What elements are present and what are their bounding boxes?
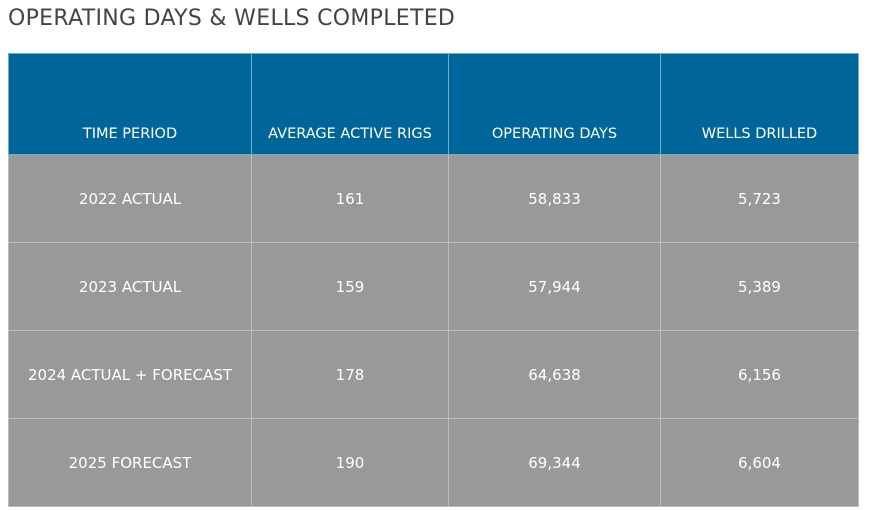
table-cell: 69,344 xyxy=(448,418,661,507)
table-row: 2022 ACTUAL 161 58,833 5,723 xyxy=(8,154,859,243)
table-row: 2023 ACTUAL 159 57,944 5,389 xyxy=(8,242,859,331)
table-cell: 5,723 xyxy=(660,154,859,243)
table-cell: 2025 FORECAST xyxy=(8,418,252,507)
table-cell: 159 xyxy=(251,242,449,331)
table-cell: 178 xyxy=(251,330,449,419)
table-cell: 57,944 xyxy=(448,242,661,331)
header-row: TIME PERIOD AVERAGE ACTIVE RIGS OPERATING … xyxy=(8,53,859,155)
table-cell: 5,389 xyxy=(660,242,859,331)
column-header: WELLS DRILLED xyxy=(660,53,859,155)
table-cell: 64,638 xyxy=(448,330,661,419)
table-body: 2022 ACTUAL 161 58,833 5,723 2023 ACTUAL 159 5… xyxy=(8,154,859,507)
table-cell: 2024 ACTUAL + FORECAST xyxy=(8,330,252,419)
column-header: OPERATING DAYS xyxy=(448,53,661,155)
table-row: 2025 FORECAST 190 69,344 6,604 xyxy=(8,418,859,507)
title: OPERATING DAYS & WELLS COMPLETED xyxy=(8,6,456,31)
table-cell: 161 xyxy=(251,154,449,243)
table-cell: 2023 ACTUAL xyxy=(8,242,252,331)
table-cell: 6,604 xyxy=(660,418,859,507)
table-cell: 190 xyxy=(251,418,449,507)
table-row: 2024 ACTUAL + FORECAST 178 64,638 6,156 xyxy=(8,330,859,419)
table-cell: 58,833 xyxy=(448,154,661,243)
column-header: TIME PERIOD xyxy=(8,53,252,155)
table-cell: 2022 ACTUAL xyxy=(8,154,252,243)
data-table: TIME PERIOD AVERAGE ACTIVE RIGS OPERATING … xyxy=(8,53,859,507)
column-header: AVERAGE ACTIVE RIGS xyxy=(251,53,449,155)
table-cell: 6,156 xyxy=(660,330,859,419)
